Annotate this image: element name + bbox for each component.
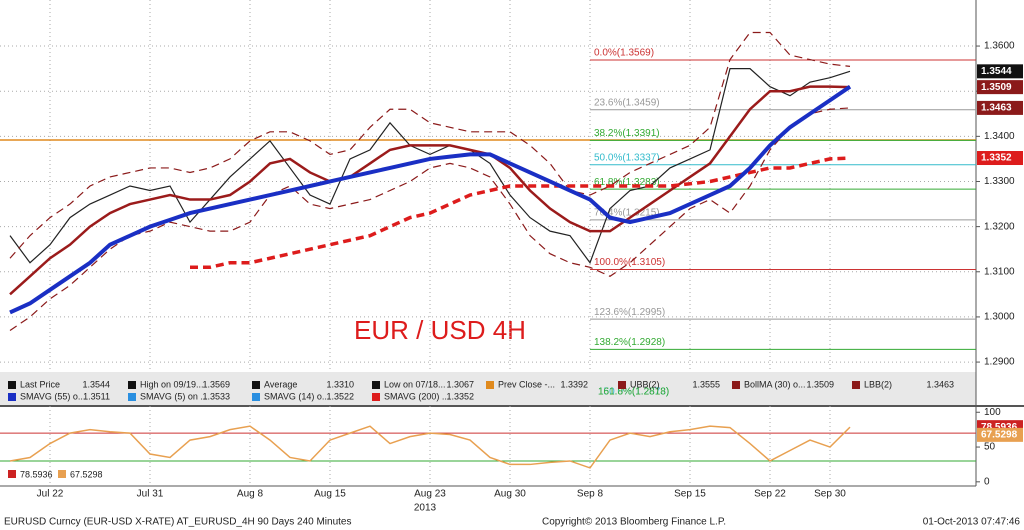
legend-label: SMAVG (55) o... (20, 391, 85, 401)
value-tag-label: 1.3544 (981, 66, 1012, 77)
legend-value: 1.3067 (446, 379, 474, 389)
legend-label: BollMA (30) o... (744, 379, 806, 389)
footer-center: Copyright© 2013 Bloomberg Finance L.P. (542, 517, 726, 528)
x-tick-label: Sep 30 (814, 489, 846, 500)
legend-label: Prev Close -... (498, 379, 555, 389)
legend-value: 1.3511 (83, 391, 110, 401)
footer-left: EURUSD Curncy (EUR-USD X-RATE) AT_EURUSD… (4, 517, 352, 528)
value-tag (977, 151, 1023, 166)
legend-label: SMAVG (14) o... (264, 391, 329, 401)
legend-swatch (252, 381, 260, 389)
legend-label: LBB(2) (864, 379, 892, 389)
rsi-legend-value: 67.5298 (70, 469, 103, 479)
fib-label: 61.8%(1.3283) (594, 177, 660, 188)
y-tick-label: 50 (984, 442, 996, 453)
fib-label: 150.0%(1.2873) (598, 387, 669, 398)
rsi-legend-value: 78.5936 (20, 469, 53, 479)
y-tick-label: 1.2900 (984, 357, 1015, 368)
value-tag-label: 67.5298 (981, 429, 1018, 440)
y-tick-label: 1.3300 (984, 176, 1015, 187)
legend-label: SMAVG (5) on ... (140, 391, 208, 401)
legend-value: 1.3310 (326, 379, 354, 389)
legend-value: 1.3509 (806, 379, 834, 389)
x-tick-label: Sep 15 (674, 489, 706, 500)
legend-swatch (128, 381, 136, 389)
legend-label: Low on 07/18... (384, 379, 446, 389)
legend-swatch (732, 381, 740, 389)
fib-label: 123.6%(1.2995) (594, 307, 665, 318)
legend-label: Average (264, 379, 297, 389)
value-tag-label: 1.3509 (981, 82, 1012, 93)
fib-label: 161.8%(1.2818) (598, 387, 669, 398)
legend-swatch (8, 381, 16, 389)
value-tag-label: 1.3352 (981, 153, 1012, 164)
x-tick-label: Aug 15 (314, 489, 346, 500)
x-tick-label: Aug 30 (494, 489, 526, 500)
chart-annotation: EUR / USD 4H (354, 315, 526, 345)
legend-value: 1.3544 (82, 379, 110, 389)
fib-label: 76.4%(1.3215) (594, 207, 660, 218)
legend-value: 1.3522 (326, 391, 354, 401)
value-tag-label: 78.5936 (981, 422, 1018, 433)
fib-label: 138.2%(1.2928) (594, 337, 665, 348)
x-tick-label: Sep 22 (754, 489, 786, 500)
fib-label: 50.0%(1.3337) (594, 152, 660, 163)
y-tick-label: 1.3400 (984, 131, 1015, 142)
legend-swatch (852, 381, 860, 389)
legend-value: 1.3569 (202, 379, 230, 389)
legend-value: 1.3555 (692, 379, 720, 389)
legend-label: SMAVG (200) ... (384, 391, 449, 401)
legend-label: UBB(2) (630, 379, 660, 389)
y-tick-label: 100 (984, 407, 1001, 418)
footer-right: 01-Oct-2013 07:47:46 (923, 517, 1021, 528)
legend-swatch (486, 381, 494, 389)
x-tick-label: Jul 31 (137, 489, 164, 500)
legend-value: 1.3533 (202, 391, 230, 401)
rsi-legend-swatch (8, 470, 16, 478)
value-tag-label: 1.3463 (981, 103, 1012, 114)
legend-value: 1.3463 (926, 379, 954, 389)
legend-value: 1.3352 (446, 391, 474, 401)
series-line (9, 85, 852, 315)
legend-value: 1.3392 (560, 379, 588, 389)
fib-label: 0.0%(1.3569) (594, 48, 654, 59)
series-line (9, 425, 851, 469)
series-line (9, 107, 851, 331)
legend-swatch (372, 381, 380, 389)
y-tick-label: 1.3200 (984, 221, 1015, 232)
y-tick-label: 1.3100 (984, 266, 1015, 277)
series-line (9, 85, 851, 296)
legend-swatch (128, 393, 136, 401)
rsi-legend-swatch (58, 470, 66, 478)
x-tick-label: Jul 22 (37, 489, 64, 500)
value-tag (977, 427, 1023, 442)
x-tick-label: Aug 8 (237, 489, 264, 500)
x-tick-label: Aug 23 (414, 489, 446, 500)
value-tag (977, 80, 1023, 95)
x-tick-label: Sep 8 (577, 489, 604, 500)
series-line (9, 31, 851, 259)
legend-label: Last Price (20, 379, 60, 389)
y-tick-label: 0 (984, 476, 990, 487)
fib-label: 23.6%(1.3459) (594, 97, 660, 108)
legend-swatch (618, 381, 626, 389)
value-tag (977, 64, 1023, 79)
legend-label: High on 09/19... (140, 379, 204, 389)
fib-label: 38.2%(1.3391) (594, 128, 660, 139)
year-label: 2013 (414, 503, 437, 514)
legend-swatch (252, 393, 260, 401)
y-tick-label: 1.3600 (984, 41, 1015, 52)
y-tick-label: 1.3000 (984, 312, 1015, 323)
fib-label: 100.0%(1.3105) (594, 257, 665, 268)
legend-swatch (8, 393, 16, 401)
series-line (9, 68, 851, 264)
legend-swatch (372, 393, 380, 401)
value-tag (977, 100, 1023, 115)
